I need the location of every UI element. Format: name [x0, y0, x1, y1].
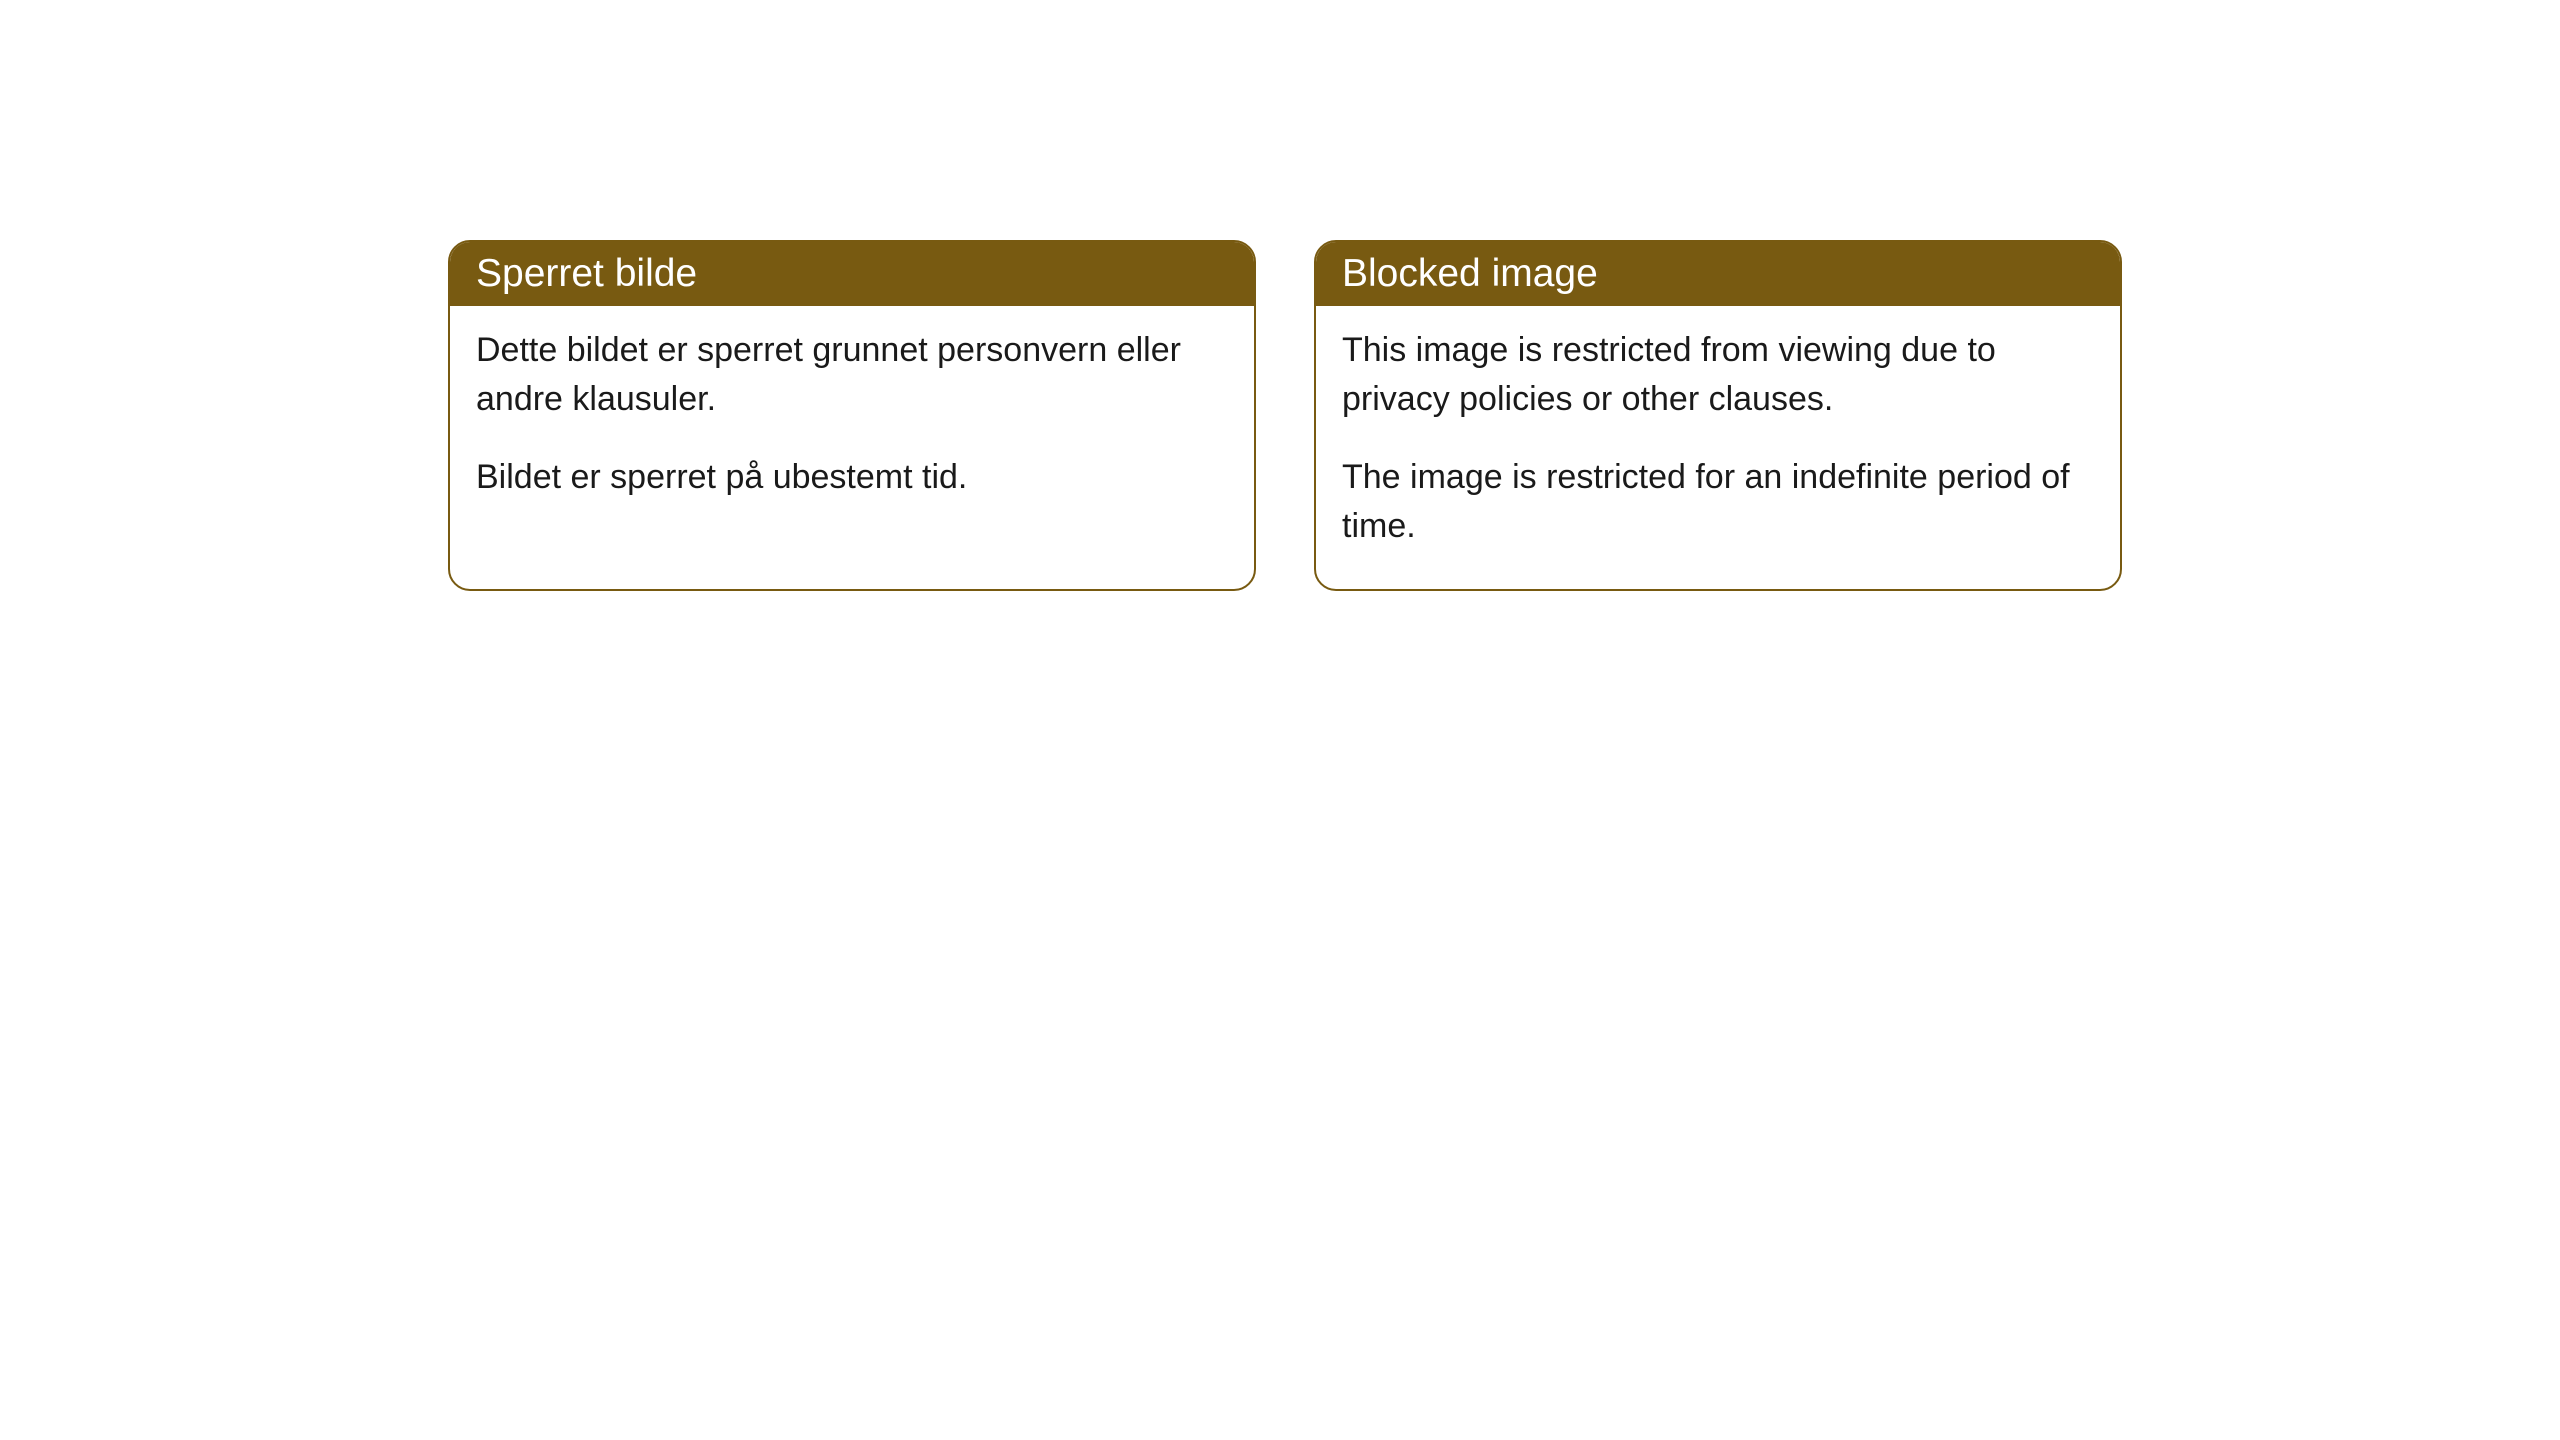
- notice-cards-container: Sperret bilde Dette bildet er sperret gr…: [448, 240, 2122, 591]
- card-title: Sperret bilde: [476, 252, 697, 295]
- notice-card-norwegian: Sperret bilde Dette bildet er sperret gr…: [448, 240, 1256, 591]
- card-body: Dette bildet er sperret grunnet personve…: [450, 306, 1254, 540]
- card-paragraph: Bildet er sperret på ubestemt tid.: [476, 453, 1228, 502]
- card-body: This image is restricted from viewing du…: [1316, 306, 2120, 589]
- card-paragraph: Dette bildet er sperret grunnet personve…: [476, 326, 1228, 425]
- card-title: Blocked image: [1342, 252, 1598, 295]
- card-paragraph: This image is restricted from viewing du…: [1342, 326, 2094, 425]
- notice-card-english: Blocked image This image is restricted f…: [1314, 240, 2122, 591]
- card-header: Blocked image: [1316, 242, 2120, 306]
- card-header: Sperret bilde: [450, 242, 1254, 306]
- card-paragraph: The image is restricted for an indefinit…: [1342, 453, 2094, 552]
